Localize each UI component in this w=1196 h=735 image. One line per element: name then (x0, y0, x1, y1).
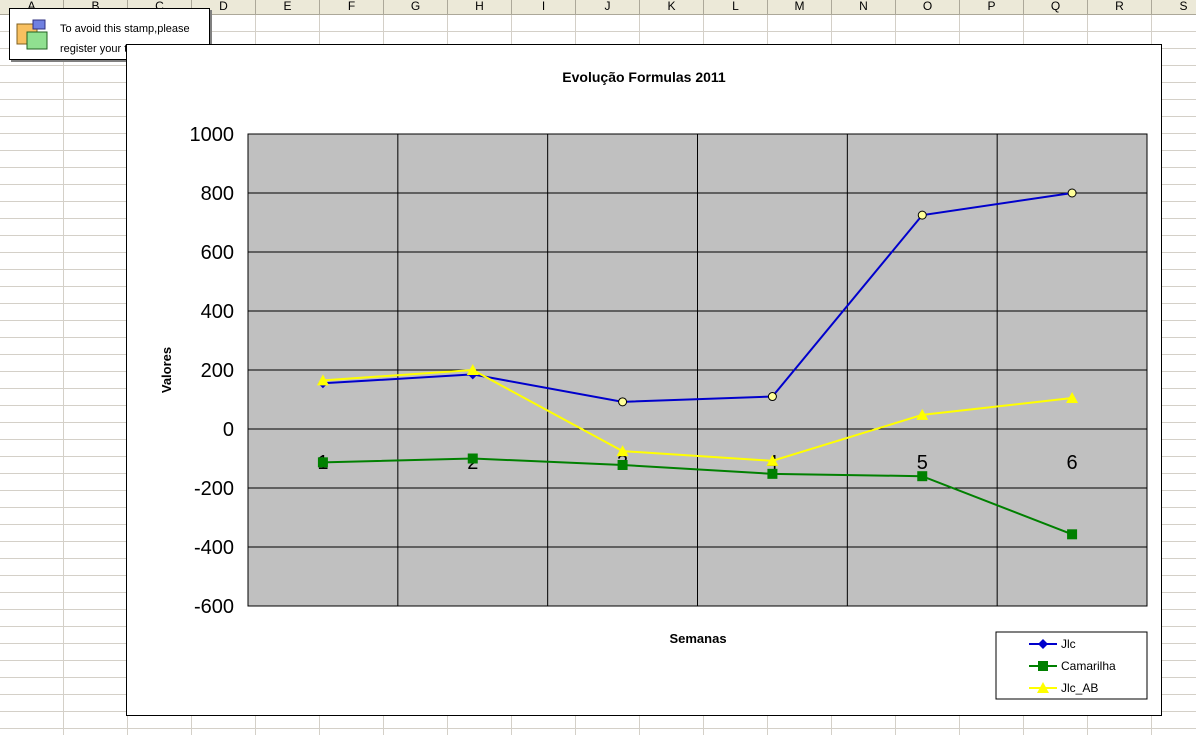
column-header[interactable]: H (448, 0, 512, 14)
column-header[interactable]: J (576, 0, 640, 14)
column-header[interactable]: G (384, 0, 448, 14)
x-tick-label: 5 (917, 452, 928, 474)
series-camarilha (317, 453, 1078, 540)
data-point-marker (917, 471, 928, 482)
series-line (322, 368, 1073, 462)
x-tick-label: 6 (1067, 452, 1078, 474)
column-header[interactable]: L (704, 0, 768, 14)
stamp-line-1: To avoid this stamp,please (60, 23, 190, 35)
column-header[interactable]: F (320, 0, 384, 14)
y-tick-label: 1000 (190, 124, 235, 146)
legend-box (995, 631, 1148, 700)
data-point-marker (467, 453, 478, 464)
chart-area[interactable]: Evolução Formulas 2011 1000 800 600 400 200 0… (126, 44, 1162, 716)
series-lines (316, 188, 1079, 540)
data-point-marker (317, 457, 328, 468)
data-point-marker (616, 445, 629, 457)
column-header[interactable]: B (64, 0, 128, 14)
data-point-marker (1067, 188, 1077, 198)
data-point-marker (917, 210, 927, 220)
data-point-marker (618, 397, 628, 407)
chart-title: Evolução Formulas 2011 (562, 69, 726, 85)
y-tick-label: 400 (201, 301, 234, 323)
legend-label: Jlc (1061, 637, 1076, 651)
legend-label: Camarilha (1061, 659, 1116, 673)
y-tick-label: 600 (201, 242, 234, 264)
column-header[interactable]: K (640, 0, 704, 14)
column-header[interactable]: N (832, 0, 896, 14)
column-header[interactable]: E (256, 0, 320, 14)
y-tick-label: 800 (201, 183, 234, 205)
y-tick-label: 0 (223, 419, 234, 441)
column-header[interactable]: C (128, 0, 192, 14)
column-header[interactable]: S (1152, 0, 1196, 14)
x-axis-label: Semanas (669, 631, 726, 646)
column-header[interactable]: P (960, 0, 1024, 14)
legend: Jlc Camarilha Jlc_AB (995, 631, 1148, 700)
chart-svg: Evolução Formulas 2011 1000 800 600 400 200 0… (159, 69, 1148, 700)
stamp-app-icon (16, 19, 48, 50)
column-header[interactable]: M (768, 0, 832, 14)
data-point-marker (1038, 639, 1048, 649)
data-point-marker (316, 374, 329, 386)
column-header[interactable]: O (896, 0, 960, 14)
gridlines (248, 133, 1147, 607)
y-tick-label: -400 (194, 537, 234, 559)
series-line (322, 192, 1073, 403)
data-point-marker (767, 392, 777, 402)
legend-label: Jlc_AB (1061, 681, 1098, 695)
data-point-marker (767, 468, 778, 479)
data-point-marker (466, 364, 479, 375)
data-point-marker (1037, 682, 1049, 693)
column-header[interactable]: Q (1024, 0, 1088, 14)
y-tick-label: -600 (194, 596, 234, 618)
series-jlc-ab (316, 364, 1079, 466)
y-tick-label: 200 (201, 360, 234, 382)
column-header[interactable]: A (0, 0, 64, 14)
y-tick-label: -200 (194, 478, 234, 500)
data-point-marker (1066, 392, 1079, 404)
y-tick-labels: 1000 800 600 400 200 0 -200 -400 -600 (190, 124, 235, 618)
data-point-marker (766, 454, 779, 466)
data-point-marker (1038, 661, 1048, 671)
column-header[interactable]: R (1088, 0, 1152, 14)
series-line (322, 457, 1073, 536)
y-axis-label: Valores (159, 347, 174, 393)
data-point-marker (1067, 529, 1078, 540)
column-header[interactable]: I (512, 0, 576, 14)
column-header[interactable]: D (192, 0, 256, 14)
data-point-marker (617, 459, 628, 470)
data-point-marker (916, 408, 929, 420)
